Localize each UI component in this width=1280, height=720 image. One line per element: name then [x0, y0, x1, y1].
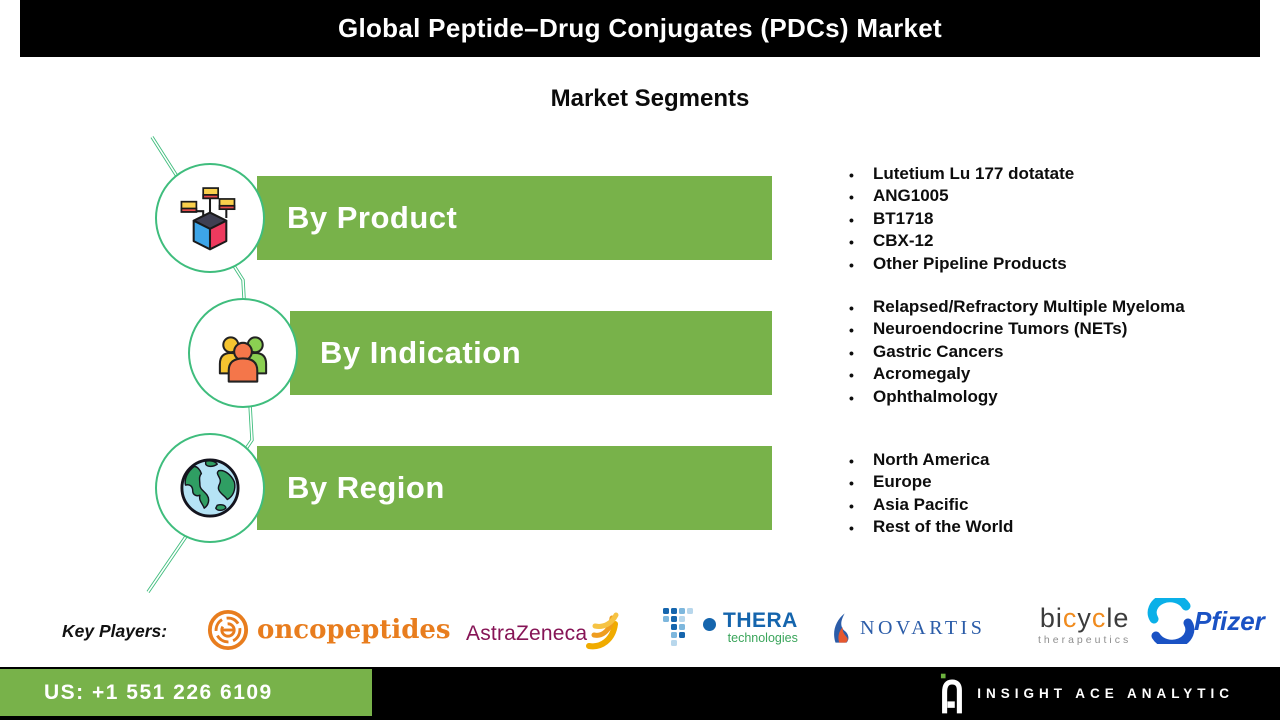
novartis-flame-icon — [834, 613, 849, 643]
list-item: Other Pipeline Products — [843, 253, 1273, 277]
indication-list: Relapsed/Refractory Multiple Myeloma Neu… — [843, 296, 1273, 410]
astrazeneca-wordmark: AstraZeneca — [466, 622, 588, 645]
brand-name: INSIGHT ACE ANALYTIC — [977, 686, 1234, 701]
key-players-label: Key Players: — [62, 621, 168, 641]
bicycle-sub-wordmark: therapeutics — [1038, 634, 1132, 646]
thera-dot-icon — [703, 617, 716, 631]
list-item: Neuroendocrine Tumors (NETs) — [843, 318, 1273, 342]
insightace-logo-icon — [941, 673, 963, 713]
list-item: Acromegaly — [843, 363, 1273, 387]
banner-by-region: By Region — [257, 446, 772, 530]
astrazeneca-swoosh-icon — [586, 612, 619, 650]
list-item: Europe — [843, 471, 1273, 495]
banner-label: By Region — [287, 470, 445, 505]
product-icon-circle — [155, 163, 265, 273]
list-item: Rest of the World — [843, 516, 1273, 540]
bicycle-therapeutics-logo: bicycle therapeutics — [1038, 604, 1131, 646]
oncopeptides-logo: oncopeptides — [207, 609, 451, 651]
phone-banner: US: +1 551 226 6109 — [0, 669, 372, 716]
list-item: Gastric Cancers — [843, 341, 1273, 365]
page-title: Global Peptide–Drug Conjugates (PDCs) Ma… — [337, 13, 943, 43]
banner-by-product: By Product — [257, 176, 772, 260]
thera-wordmark: THERA — [723, 609, 798, 632]
thera-sub-wordmark: technologies — [727, 631, 798, 645]
section-heading: Market Segments — [550, 85, 750, 112]
list-item: Lutetium Lu 177 dotatate — [843, 163, 1273, 187]
banner-label: By Product — [287, 200, 458, 235]
oncopeptides-wordmark: oncopeptides — [257, 615, 451, 645]
pfizer-swirl-icon — [1147, 598, 1195, 644]
astrazeneca-logo: AstraZeneca — [466, 610, 621, 652]
list-item: BT1718 — [843, 208, 1273, 232]
list-item: ANG1005 — [843, 185, 1273, 209]
indication-icon-circle — [188, 298, 298, 408]
region-list: North America Europe Asia Pacific Rest o… — [843, 449, 1273, 540]
list-item: Asia Pacific — [843, 494, 1273, 518]
product-list: Lutetium Lu 177 dotatate ANG1005 BT1718 … — [843, 163, 1273, 277]
people-icon — [218, 336, 268, 383]
bicycle-wordmark: bicycle — [1039, 603, 1130, 633]
banner-by-indication: By Indication — [290, 311, 772, 395]
brand-block: INSIGHT ACE ANALYTIC — [940, 667, 1234, 720]
header-bar: Global Peptide–Drug Conjugates (PDCs) Ma… — [20, 0, 1260, 57]
phone-number: US: +1 551 226 6109 — [44, 680, 273, 704]
oncopeptides-rings-icon — [207, 609, 249, 651]
list-item: Relapsed/Refractory Multiple Myeloma — [843, 296, 1273, 320]
thera-dotted-t-icon — [663, 608, 693, 646]
pfizer-wordmark: Pfizer — [1194, 605, 1265, 636]
list-item: North America — [843, 449, 1273, 473]
pfizer-logo: Pfizer — [1146, 598, 1265, 644]
novartis-logo: NOVARTIS — [830, 612, 985, 644]
product-box-icon — [180, 187, 236, 251]
globe-icon — [180, 458, 240, 518]
banner-label: By Indication — [320, 335, 522, 370]
thera-technologies-logo: THERA technologies — [662, 606, 798, 648]
list-item: CBX-12 — [843, 230, 1273, 254]
list-item: Ophthalmology — [843, 386, 1273, 410]
region-icon-circle — [155, 433, 265, 543]
novartis-wordmark: NOVARTIS — [860, 616, 986, 639]
